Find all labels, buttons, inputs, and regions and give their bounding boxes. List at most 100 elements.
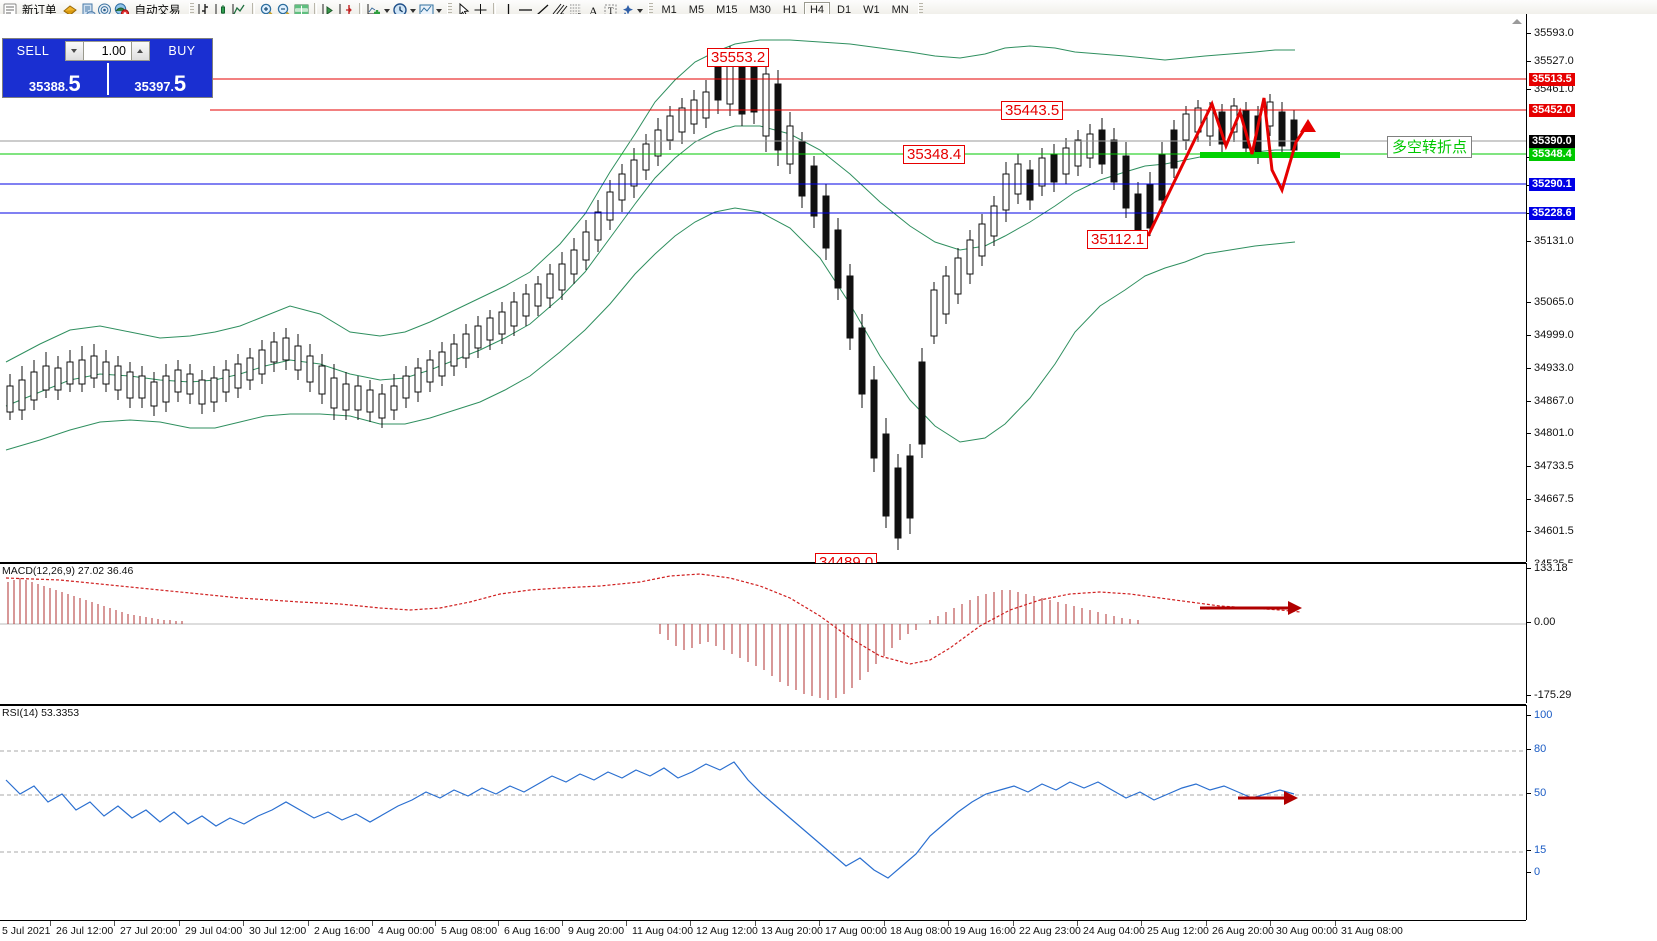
horizontal-line-icon[interactable] (517, 2, 534, 18)
timeframe-m1[interactable]: M1 (661, 4, 677, 16)
timeframe-m5[interactable]: M5 (688, 4, 705, 16)
time-label: 9 Aug 20:00 (568, 925, 625, 937)
time-label: 17 Aug 00:00 (825, 925, 887, 937)
toolbar-grip-1[interactable] (188, 2, 194, 18)
annotation-35348[interactable]: 35348.4 (903, 145, 966, 164)
one-click-top-row: SELL 1.00 BUY (3, 39, 212, 63)
time-label: 26 Jul 12:00 (56, 925, 114, 937)
forecast-drawing (1146, 97, 1310, 237)
svg-text:A: A (589, 4, 598, 18)
indicators-dropdown-arrow[interactable] (383, 2, 392, 18)
volume-input[interactable]: 1.00 (84, 41, 131, 61)
sell-price-dot: . (65, 80, 69, 94)
time-label: 19 Aug 16:00 (954, 925, 1016, 937)
time-label: 5 Aug 08:00 (441, 925, 498, 937)
volume-stepper[interactable]: 1.00 (65, 41, 150, 61)
timeframe-w1[interactable]: W1 (863, 4, 880, 16)
toolbar-grip-2[interactable] (446, 2, 452, 18)
rsi-pane[interactable]: RSI(14) 53.3353 (0, 705, 1526, 922)
annotation-35443[interactable]: 35443.5 (1001, 101, 1064, 120)
time-label: 13 Aug 20:00 (761, 925, 823, 937)
time-label: 29 Jul 04:00 (185, 925, 243, 937)
annotation-turning-point[interactable]: 多空转折点 (1387, 136, 1473, 158)
buy-price-fraction: 5 (173, 71, 187, 96)
forecast-arrowhead (1300, 119, 1316, 132)
rsi-label: RSI(14) 53.3353 (2, 707, 80, 719)
candlestick-series (6, 46, 1298, 550)
sell-price-integer: 35388 (28, 79, 66, 94)
macd-pane[interactable]: MACD(12,26,9) 27.02 36.46 (0, 563, 1526, 705)
periods-dropdown-arrow[interactable] (409, 2, 418, 18)
rsi-axis[interactable]: 100 80 50 15 0 (1526, 705, 1657, 920)
chart-scroll-handle[interactable] (1509, 16, 1525, 25)
timeframe-mn[interactable]: MN (891, 4, 909, 16)
timeframe-m15[interactable]: M15 (716, 4, 738, 16)
svg-text:T: T (608, 6, 614, 16)
time-axis[interactable]: 5 Jul 2021 26 Jul 12:00 27 Jul 20:00 29 … (0, 920, 1526, 941)
macd-histogram (7, 578, 1139, 700)
bollinger-lower (5, 207, 1296, 451)
toolbar-grip-4[interactable] (917, 2, 923, 18)
toolbar-separator-4 (492, 2, 496, 18)
time-label: 30 Aug 00:00 (1276, 925, 1338, 937)
sell-price[interactable]: 35388 . 5 (3, 63, 107, 95)
main-chart-svg (0, 39, 1526, 550)
rsi-line (5, 761, 1295, 879)
sell-price-fraction: 5 (68, 71, 81, 96)
price-axis[interactable]: 35593.0 35527.0 35461.0 35329.0 35263.0 … (1526, 14, 1657, 602)
sell-button[interactable]: SELL (16, 44, 50, 58)
annotation-35112[interactable]: 35112.1 (1087, 230, 1149, 249)
time-label: 25 Aug 12:00 (1147, 925, 1209, 937)
time-label: 5 Jul 2021 (2, 925, 51, 937)
price-tag-current[interactable]: 35390.0 (1529, 135, 1575, 148)
one-click-price-row: 35388 . 5 35397 . 5 (3, 63, 212, 95)
forecast-path (1146, 97, 1310, 237)
macd-label: MACD(12,26,9) 27.02 36.46 (2, 565, 134, 577)
time-label: 2 Aug 16:00 (314, 925, 371, 937)
time-label: 18 Aug 08:00 (890, 925, 952, 937)
bollinger-upper (5, 39, 1295, 363)
buy-button[interactable]: BUY (168, 44, 196, 58)
time-label: 30 Jul 12:00 (249, 925, 307, 937)
time-label: 31 Aug 08:00 (1341, 925, 1403, 937)
annotation-high-35553[interactable]: 35553.2 (707, 48, 770, 67)
price-divider (106, 63, 109, 95)
price-tag-resistance-2[interactable]: 35452.0 (1529, 104, 1575, 117)
rsi-forecast-arrowhead (1284, 791, 1298, 805)
time-label: 12 Aug 12:00 (696, 925, 758, 937)
macd-axis[interactable]: 133.18 0.00 -175.29 (1526, 562, 1657, 703)
one-click-trading-panel[interactable]: SELL 1.00 BUY 35388 . 5 35397 . 5 (2, 38, 213, 98)
buy-price-dot: . (170, 80, 174, 94)
price-tag-support-blue-1[interactable]: 35290.1 (1529, 178, 1575, 191)
price-tag-support-blue-2[interactable]: 35228.6 (1529, 207, 1575, 220)
timeframe-m30[interactable]: M30 (749, 4, 771, 16)
new-order-icon (2, 2, 19, 18)
main-chart-pane[interactable]: 35553.2 35443.5 35348.4 35112.1 34489.0 … (0, 14, 1526, 572)
toolbar-separator-3 (358, 2, 362, 18)
macd-forecast-arrowhead (1288, 601, 1302, 615)
time-label: 24 Aug 04:00 (1083, 925, 1145, 937)
price-tag-support-green[interactable]: 35348.4 (1529, 148, 1575, 161)
buy-price[interactable]: 35397 . 5 (109, 63, 213, 95)
time-label: 11 Aug 04:00 (632, 925, 694, 937)
toolbar-separator-2 (313, 2, 317, 18)
buy-price-integer: 35397 (134, 79, 171, 94)
volume-increase-button[interactable] (131, 41, 150, 61)
macd-signal-line (5, 573, 1301, 665)
time-label: 27 Jul 20:00 (120, 925, 178, 937)
toolbar-separator-1 (251, 2, 255, 18)
shapes-dropdown-arrow[interactable] (636, 2, 645, 18)
time-label: 4 Aug 00:00 (378, 925, 435, 937)
price-tag-resistance-1[interactable]: 35513.5 (1529, 73, 1575, 86)
rsi-svg (0, 750, 1526, 879)
timeframe-d1[interactable]: D1 (837, 4, 852, 16)
time-label: 26 Aug 20:00 (1212, 925, 1274, 937)
volume-decrease-button[interactable] (65, 41, 84, 61)
text-icon[interactable]: A (585, 2, 602, 18)
templates-dropdown-arrow[interactable] (435, 2, 444, 18)
time-label: 22 Aug 23:00 (1019, 925, 1081, 937)
timeframe-h1[interactable]: H1 (782, 4, 797, 16)
time-label: 6 Aug 16:00 (504, 925, 561, 937)
toolbar-grip-3[interactable] (647, 2, 653, 18)
